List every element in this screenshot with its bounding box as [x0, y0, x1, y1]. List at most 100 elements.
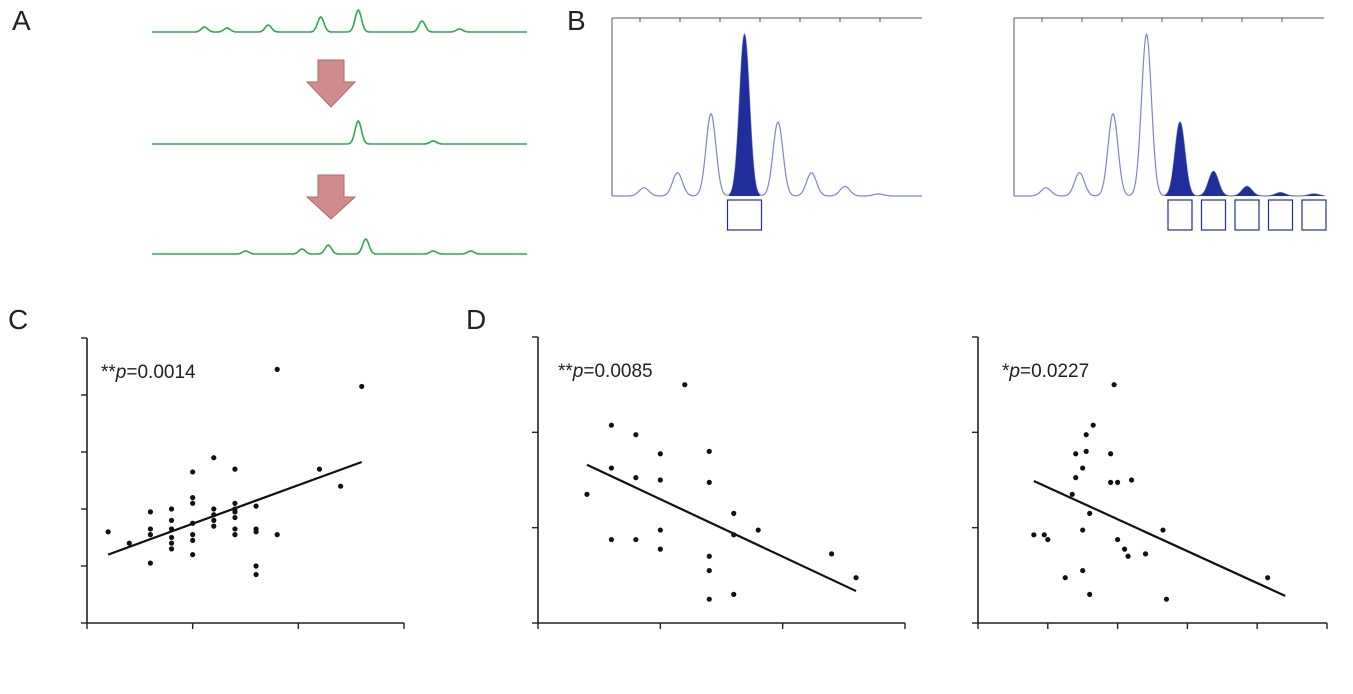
- data-point: [211, 506, 217, 512]
- data-point: [316, 466, 323, 472]
- peak-label-frame: [1200, 199, 1227, 231]
- data-point: [706, 567, 712, 574]
- data-point: [232, 514, 238, 521]
- data-point: [147, 509, 153, 515]
- data-point: [1128, 477, 1135, 483]
- data-point: [657, 477, 663, 483]
- data-point: [853, 575, 859, 581]
- trace-line: [1014, 33, 1324, 197]
- filled-peak: [1164, 122, 1196, 196]
- panel-b-fragment-analysis: [611, 17, 1330, 231]
- trace-line: [612, 33, 922, 197]
- panel-c-scatter: **p=0.0014: [81, 337, 405, 629]
- p-value-annotation: **p=0.0014: [101, 362, 196, 383]
- electropherogram-1: [611, 17, 922, 231]
- peak-label-frame: [726, 199, 763, 231]
- peak-label-frame: [1167, 199, 1193, 231]
- data-point: [731, 510, 737, 516]
- data-point: [1125, 553, 1131, 559]
- down-arrow-icon: [305, 174, 357, 220]
- data-point: [168, 546, 175, 552]
- data-point: [706, 479, 712, 485]
- data-point: [338, 483, 344, 489]
- data-point: [232, 509, 238, 515]
- data-point: [253, 503, 259, 509]
- data-point: [682, 382, 688, 388]
- data-point: [1083, 448, 1089, 454]
- data-point: [253, 563, 259, 569]
- data-point: [1080, 465, 1086, 471]
- data-point: [274, 532, 280, 538]
- filled-peak: [729, 34, 760, 196]
- data-point: [168, 534, 175, 541]
- peak-label-frame: [1234, 199, 1260, 231]
- data-point: [211, 512, 217, 518]
- data-point: [1108, 479, 1114, 485]
- data-point: [608, 465, 615, 471]
- p-value-annotation: *p=0.0227: [1002, 361, 1089, 382]
- panel-a-sequencing: [152, 8, 527, 255]
- data-point: [168, 506, 175, 512]
- data-point: [147, 560, 153, 566]
- chromatogram-trace: [152, 8, 527, 33]
- data-point: [253, 529, 259, 535]
- data-point: [190, 495, 196, 501]
- data-point: [1115, 536, 1121, 543]
- data-point: [1073, 451, 1079, 457]
- data-point: [706, 553, 712, 559]
- peak-label-box: [1267, 199, 1294, 231]
- data-point: [1265, 575, 1271, 581]
- panel-letter-d: D: [466, 304, 486, 335]
- data-point: [1083, 432, 1089, 438]
- data-point: [126, 540, 132, 546]
- data-point: [190, 500, 196, 506]
- data-point: [232, 466, 238, 472]
- data-point: [253, 571, 259, 578]
- data-point: [1090, 422, 1096, 428]
- data-point: [608, 536, 615, 543]
- panel-letter-a: A: [12, 5, 31, 36]
- peak-label-box: [1301, 199, 1327, 231]
- peak-label-box: [1234, 199, 1260, 231]
- data-point: [211, 455, 217, 461]
- data-point: [168, 526, 175, 532]
- data-point: [359, 383, 365, 390]
- data-point: [829, 551, 835, 557]
- data-point: [584, 491, 590, 497]
- data-point: [1111, 382, 1117, 388]
- data-point: [1087, 510, 1093, 516]
- data-point: [232, 500, 238, 506]
- data-point: [232, 526, 238, 532]
- data-point: [211, 517, 217, 524]
- down-arrow-icon: [305, 59, 357, 108]
- peak-label-box: [1200, 199, 1227, 231]
- data-point: [190, 469, 196, 475]
- regression-line: [1033, 479, 1286, 597]
- data-point: [190, 537, 196, 543]
- data-point: [731, 591, 737, 598]
- peak-label-box: [726, 199, 763, 231]
- data-point: [657, 527, 663, 533]
- data-point: [1069, 491, 1075, 497]
- panel-letter-c: C: [8, 304, 28, 335]
- data-point: [1160, 527, 1166, 533]
- regression-line: [586, 463, 857, 593]
- filled-peak: [1231, 186, 1263, 196]
- data-point: [657, 546, 663, 552]
- panel-d-scatter-mosaicism: *p=0.0227: [972, 336, 1328, 629]
- data-point: [1115, 479, 1121, 485]
- panel-d-scatter-cag: **p=0.0085: [532, 336, 906, 629]
- electropherogram-2: [1013, 17, 1330, 231]
- data-point: [1080, 567, 1086, 574]
- data-point: [731, 532, 737, 538]
- data-point: [1062, 575, 1068, 581]
- data-point: [105, 529, 111, 535]
- peak-label-box: [1167, 199, 1193, 231]
- data-point: [274, 366, 280, 372]
- data-point: [633, 536, 639, 543]
- data-point: [190, 532, 196, 538]
- data-point: [755, 527, 761, 533]
- data-point: [1031, 532, 1037, 538]
- data-point: [706, 596, 712, 602]
- data-point: [608, 422, 615, 428]
